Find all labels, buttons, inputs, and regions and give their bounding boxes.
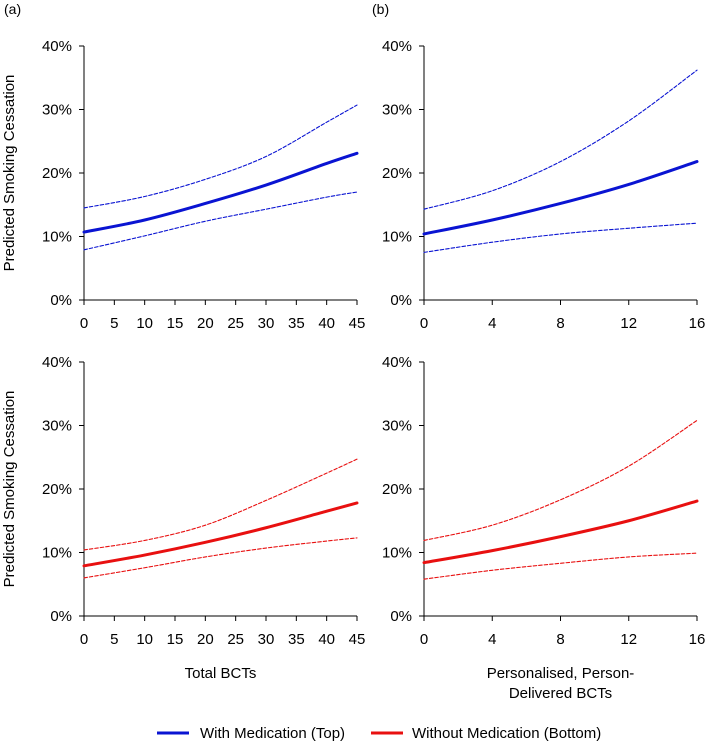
series-line-without-medication	[82, 501, 359, 568]
x-tick-label: 5	[110, 631, 118, 648]
series-line-upper-ci	[423, 419, 698, 541]
x-tick-label: 15	[167, 315, 184, 332]
x-axis-title-line: Delivered BCTs	[509, 685, 612, 702]
y-tick-label: 0%	[50, 608, 72, 625]
series-line-with-medication	[82, 151, 359, 234]
panel-b-bottom: 0% 10% 20% 30% 40% 0 4 8 12 16 Personalised, Perso…	[382, 354, 705, 702]
x-tick-label: 25	[227, 631, 244, 648]
y-tick-label: 0%	[50, 292, 72, 309]
panel-a-top: (a) 0% 10% 20% 30% 40% 0 5 10 15 20 25 30 35 40 45 Predi…	[1, 1, 365, 332]
series-line-lower-ci	[83, 191, 358, 251]
x-tick-label: 40	[318, 631, 335, 648]
panel-b-top: (b) 0% 10% 20% 30% 40% 0 4 8 12 16	[372, 1, 705, 332]
y-tick-label: 40%	[42, 354, 72, 371]
series-line-with-medication	[422, 160, 699, 236]
y-tick-label: 20%	[382, 165, 412, 182]
series-line-upper-ci	[83, 104, 358, 209]
x-tick-label: 5	[110, 315, 118, 332]
y-tick-label: 20%	[42, 481, 72, 498]
x-axis-title-line: Total BCTs	[185, 665, 257, 682]
x-tick-label: 20	[197, 631, 214, 648]
x-tick-label: 16	[689, 315, 706, 332]
y-tick-label: 0%	[390, 292, 412, 309]
legend-label-with: With Medication (Top)	[200, 725, 345, 742]
x-tick-label: 0	[420, 315, 428, 332]
y-tick-label: 10%	[382, 545, 412, 562]
series-line-upper-ci	[423, 69, 698, 210]
x-tick-label: 12	[620, 631, 637, 648]
x-tick-label: 4	[488, 631, 496, 648]
series-line-lower-ci	[423, 552, 698, 580]
x-tick-label: 16	[689, 631, 706, 648]
x-tick-label: 25	[227, 315, 244, 332]
x-tick-label: 10	[136, 315, 153, 332]
x-tick-label: 45	[349, 315, 366, 332]
x-tick-label: 35	[288, 631, 305, 648]
panels: (a)0%10%20%30%40%0 5 10 15 20 25 30 35 40 45Predi…	[1, 1, 705, 702]
x-tick-label: 0	[80, 631, 88, 648]
y-tick-label: 40%	[382, 354, 412, 371]
series-line-lower-ci	[423, 222, 698, 253]
y-tick-label: 30%	[42, 418, 72, 435]
x-axis-title: Personalised, Person- Delivered BCTs	[487, 665, 635, 702]
x-tick-label: 40	[318, 315, 335, 332]
legend-label-without: Without Medication (Bottom)	[412, 725, 601, 742]
x-tick-label: 15	[167, 631, 184, 648]
y-axis-title: Predicted Smoking Cessation	[1, 75, 18, 272]
series-line-upper-ci	[83, 458, 358, 551]
y-tick-label: 20%	[382, 481, 412, 498]
x-tick-label: 4	[488, 315, 496, 332]
y-tick-label: 20%	[42, 165, 72, 182]
y-tick-label: 10%	[42, 545, 72, 562]
panel-label: (b)	[372, 1, 389, 17]
x-tick-label: 0	[420, 631, 428, 648]
panel-a-bottom: 0% 10% 20% 30% 40% 0 5 10 15 20 25 30 35 40 45 Predicte…	[1, 354, 365, 682]
x-axis-title: Total BCTs	[185, 665, 257, 682]
x-axis-title-line: Personalised, Person-	[487, 665, 635, 682]
series-line-lower-ci	[83, 537, 358, 579]
x-tick-label: 30	[258, 315, 275, 332]
x-tick-label: 45	[349, 631, 366, 648]
y-tick-label: 10%	[42, 229, 72, 246]
x-tick-label: 12	[620, 315, 637, 332]
legend: With Medication (Top) Without Medication …	[157, 725, 601, 742]
y-tick-label: 30%	[42, 102, 72, 119]
x-tick-label: 20	[197, 315, 214, 332]
x-tick-label: 8	[556, 631, 564, 648]
panel-label: (a)	[4, 1, 21, 17]
y-tick-label: 0%	[390, 608, 412, 625]
x-tick-label: 10	[136, 631, 153, 648]
x-tick-label: 8	[556, 315, 564, 332]
y-axis-title: Predicted Smoking Cessation	[1, 391, 18, 588]
y-tick-label: 40%	[42, 38, 72, 55]
y-tick-label: 40%	[382, 38, 412, 55]
x-tick-label: 30	[258, 631, 275, 648]
y-tick-label: 30%	[382, 102, 412, 119]
y-tick-label: 30%	[382, 418, 412, 435]
x-tick-label: 0	[80, 315, 88, 332]
y-tick-label: 10%	[382, 229, 412, 246]
series-line-without-medication	[422, 499, 699, 565]
x-tick-label: 35	[288, 315, 305, 332]
